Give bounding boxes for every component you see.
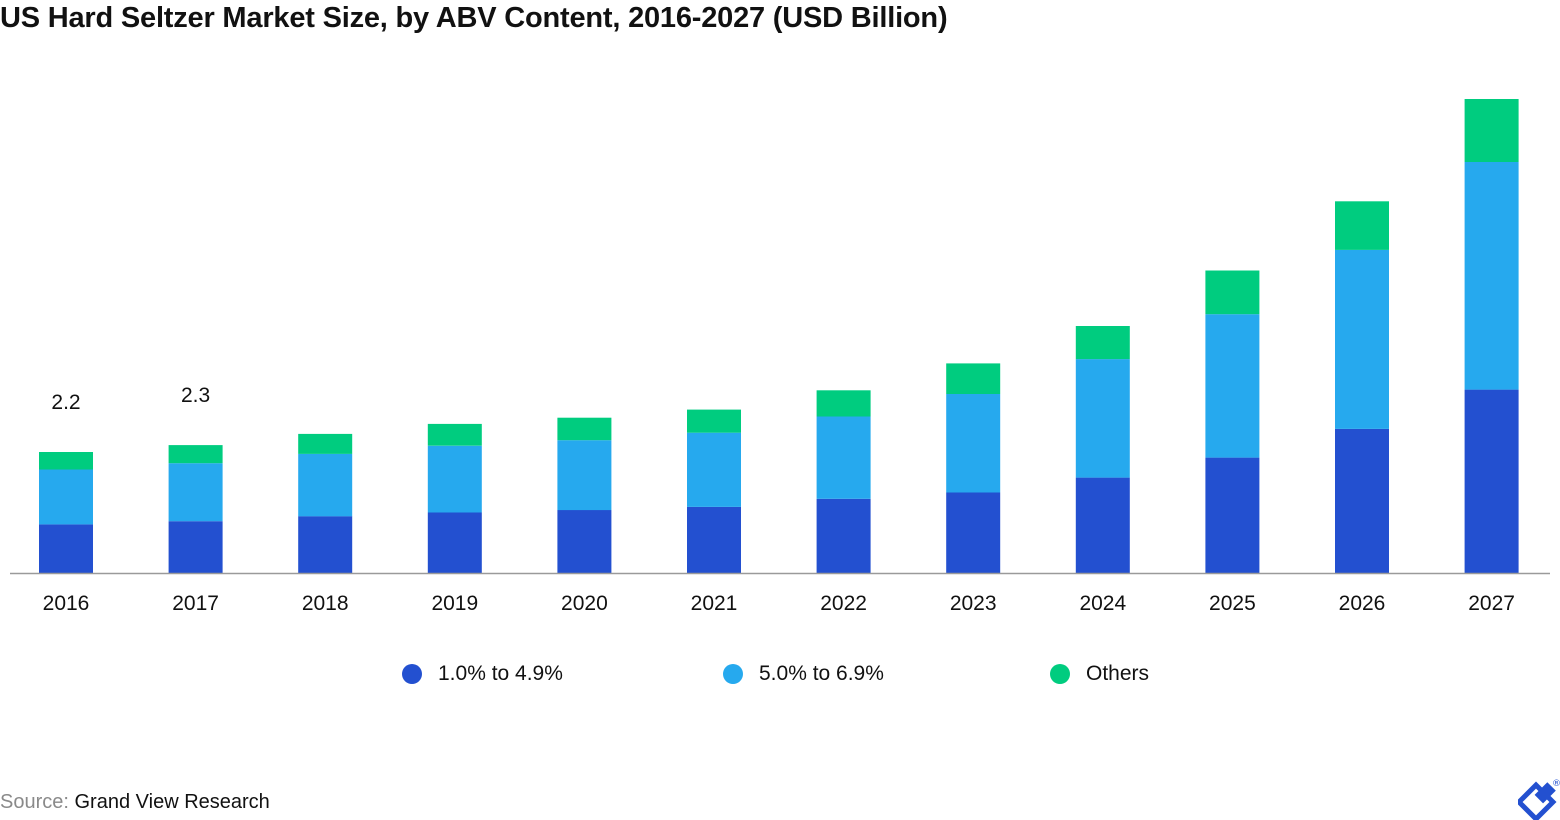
bar-2022-series-1: [816, 498, 871, 573]
chart-legend: 1.0% to 4.9% 5.0% to 6.9% Others: [0, 662, 1560, 694]
x-tick-label-2023: 2023: [950, 592, 997, 615]
legend-swatch-series-3: [1050, 664, 1070, 684]
bar-2026-series-1: [1335, 428, 1389, 573]
x-tick-label-2016: 2016: [43, 592, 90, 615]
registered-mark: ®: [1552, 779, 1560, 789]
bar-2025-series-3: [1205, 270, 1260, 315]
stacked-bar-chart: 2016 2.2 2017 2.3 2018 2019 2020 2021 2022 2023 20…: [10, 99, 1550, 615]
x-tick-label-2019: 2019: [431, 592, 478, 615]
bar-2016-series-1: [39, 524, 93, 573]
bar-2025-series-1: [1205, 457, 1260, 573]
x-tick-label-2024: 2024: [1079, 592, 1126, 615]
bar-2021-series-3: [687, 409, 741, 433]
chart-title: US Hard Seltzer Market Size, by ABV Cont…: [0, 2, 948, 34]
legend-label-series-3: Others: [1086, 662, 1150, 685]
bar-2016-series-2: [39, 469, 93, 525]
bar-2018-series-3: [298, 433, 353, 454]
data-label-2017: 2.3: [181, 384, 210, 407]
x-tick-label-2026: 2026: [1339, 592, 1386, 615]
source-note: Source: Grand View Research: [0, 791, 270, 814]
bar-2027-series-3: [1464, 99, 1519, 162]
bar-2023-series-2: [946, 394, 1001, 493]
bar-2017-series-1: [168, 521, 223, 573]
x-tick-label-2017: 2017: [172, 592, 219, 615]
legend-swatch-series-1: [402, 664, 422, 684]
source-name: Grand View Research: [74, 791, 270, 813]
legend-item-series-1: 1.0% to 4.9%: [402, 662, 563, 686]
bar-2024-series-1: [1075, 477, 1130, 573]
legend-label-series-1: 1.0% to 4.9%: [438, 662, 563, 685]
toptal-logo-icon: ®: [1518, 779, 1560, 820]
x-tick-label-2022: 2022: [820, 592, 867, 615]
bar-2018-series-1: [298, 516, 353, 573]
bar-2021-series-2: [687, 432, 741, 507]
bar-2017-series-2: [168, 463, 223, 522]
x-tick-label-2021: 2021: [691, 592, 738, 615]
bar-2017-series-3: [168, 445, 223, 464]
bar-2027-series-2: [1464, 162, 1519, 390]
x-tick-label-2018: 2018: [302, 592, 349, 615]
bar-2020-series-1: [557, 510, 612, 573]
bar-2026-series-3: [1335, 201, 1389, 250]
bar-2019-series-3: [427, 423, 482, 446]
bar-2020-series-3: [557, 417, 612, 441]
source-label: Source:: [0, 791, 69, 813]
legend-item-series-2: 5.0% to 6.9%: [723, 662, 884, 686]
bar-2022-series-2: [816, 416, 871, 499]
x-tick-label-2025: 2025: [1209, 592, 1256, 615]
legend-item-series-3: Others: [1050, 662, 1149, 686]
bar-2021-series-1: [687, 506, 741, 573]
x-tick-label-2020: 2020: [561, 592, 608, 615]
bar-2026-series-2: [1335, 249, 1389, 429]
x-tick-label-2027: 2027: [1468, 592, 1515, 615]
bar-2016-series-3: [39, 452, 93, 470]
bar-2023-series-3: [946, 363, 1001, 394]
bar-2020-series-2: [557, 440, 612, 511]
legend-swatch-series-2: [723, 664, 743, 684]
bar-2018-series-2: [298, 453, 353, 517]
bar-2023-series-1: [946, 492, 1001, 573]
data-label-2016: 2.2: [51, 391, 80, 414]
legend-label-series-2: 5.0% to 6.9%: [759, 662, 884, 685]
bar-2019-series-2: [427, 445, 482, 513]
bar-2024-series-2: [1075, 359, 1130, 478]
bar-2027-series-1: [1464, 389, 1519, 573]
bar-2025-series-2: [1205, 314, 1260, 458]
bar-2022-series-3: [816, 390, 871, 417]
bar-2019-series-1: [427, 512, 482, 573]
bar-2024-series-3: [1075, 326, 1130, 360]
